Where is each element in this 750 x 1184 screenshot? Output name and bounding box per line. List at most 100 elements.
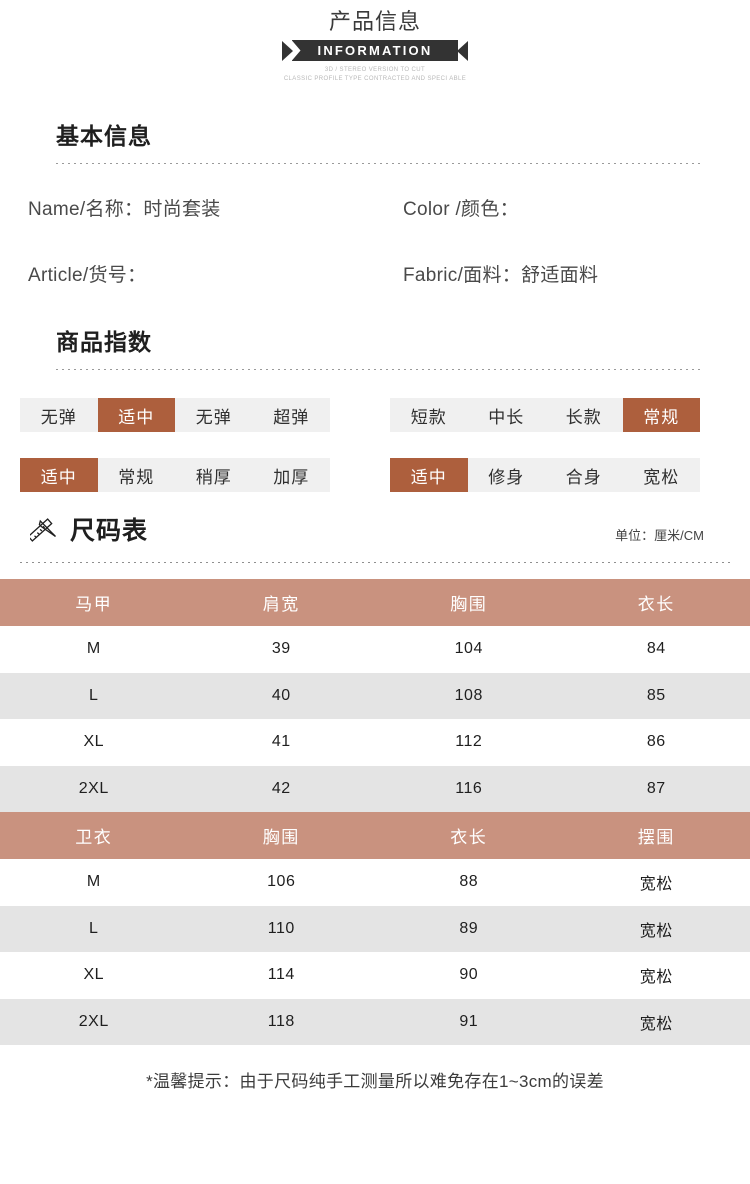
table-row: XL 41 112 86: [0, 719, 750, 766]
size-chart-footnote: *温馨提示：由于尺码纯手工测量所以难免存在1~3cm的误差: [146, 1072, 604, 1091]
table-header-row: 卫衣 胸围 衣长 摆围: [0, 812, 750, 859]
product-index-rows: 无弹 适中 无弹 超弹 短款 中长 长款 常规 适中 常规 稍厚 加厚 适中 修…: [0, 398, 750, 492]
basic-info-divider: [56, 163, 704, 164]
index-tag-fit-1[interactable]: 修身: [488, 467, 525, 487]
cell-hoodie-xl-bust: 114: [187, 952, 375, 999]
product-index-heading: 商品指数: [56, 329, 152, 355]
table-row: M 39 104 84: [0, 626, 750, 673]
cell-hoodie-l-size: L: [0, 905, 188, 952]
index-bar-fit: 适中 修身 合身 宽松: [390, 458, 700, 492]
table-row: L 110 89 宽松: [0, 905, 750, 952]
table-header-row: 马甲 肩宽 胸围 衣长: [0, 579, 750, 626]
cell-vest-m-shoulder: 39: [187, 626, 375, 673]
ribbon-body: INFORMATION: [291, 40, 459, 61]
basic-info-heading: 基本信息: [56, 123, 152, 149]
index-tag-length-3[interactable]: 常规: [622, 398, 700, 432]
basic-info-grid: Name/名称：时尚套装 Color /颜色： Article/货号： Fabr…: [0, 194, 750, 287]
index-tag-thickness-1[interactable]: 常规: [118, 467, 155, 487]
size-chart-section: 尺码表 单位：厘米/CM 马甲 肩宽 胸围 衣长 M 39 104 84: [0, 516, 750, 1092]
cell-hoodie-m-bust: 106: [187, 859, 375, 906]
cell-vest-m-bust: 104: [375, 626, 563, 673]
cell-vest-l-bust: 108: [375, 672, 563, 719]
cell-hoodie-xl-length: 90: [375, 952, 563, 999]
product-index-header: 商品指数: [56, 323, 704, 370]
index-tag-elasticity-3[interactable]: 超弹: [273, 407, 310, 427]
cell-vest-m-length: 84: [562, 626, 750, 673]
index-tag-length-0[interactable]: 短款: [410, 407, 447, 427]
cell-hoodie-2xl-hem: 宽松: [562, 998, 750, 1045]
table-row: 2XL 118 91 宽松: [0, 998, 750, 1045]
index-tag-elasticity-0[interactable]: 无弹: [40, 407, 77, 427]
index-tag-elasticity-2[interactable]: 无弹: [195, 407, 232, 427]
index-tag-elasticity-1[interactable]: 适中: [97, 398, 175, 432]
product-index-divider: [56, 369, 704, 370]
cell-vest-l-size: L: [0, 672, 188, 719]
cell-hoodie-xl-hem: 宽松: [562, 952, 750, 999]
cell-hoodie-xl-size: XL: [0, 952, 188, 999]
cell-vest-2xl-shoulder: 42: [187, 765, 375, 812]
th-hoodie-3: 摆围: [562, 812, 750, 859]
th-hoodie-0: 卫衣: [0, 812, 188, 859]
page-banner: 产品信息 INFORMATION 3D / STEREO VERSION TO …: [0, 0, 750, 83]
index-tag-length-1[interactable]: 中长: [488, 407, 525, 427]
index-tag-fit-2[interactable]: 合身: [565, 467, 602, 487]
info-field-color: Color /颜色：: [403, 199, 519, 220]
cell-vest-l-shoulder: 40: [187, 672, 375, 719]
th-hoodie-2: 衣长: [375, 812, 563, 859]
cell-vest-xl-size: XL: [0, 719, 188, 766]
banner-subtitle-line-1: 3D / STEREO VERSION TO CUT: [324, 67, 426, 73]
cell-vest-xl-shoulder: 41: [187, 719, 375, 766]
cell-hoodie-2xl-bust: 118: [187, 998, 375, 1045]
table-row: L 40 108 85: [0, 672, 750, 719]
th-vest-2: 胸围: [375, 579, 563, 626]
cell-hoodie-l-hem: 宽松: [562, 905, 750, 952]
table-row: M 106 88 宽松: [0, 859, 750, 906]
th-hoodie-1: 胸围: [187, 812, 375, 859]
cell-vest-2xl-length: 87: [562, 765, 750, 812]
size-chart-header: 尺码表 单位：厘米/CM: [27, 516, 704, 546]
size-chart-unit: 单位：厘米/CM: [615, 528, 704, 543]
cell-vest-2xl-bust: 116: [375, 765, 563, 812]
size-table-vest: 马甲 肩宽 胸围 衣长 M 39 104 84 L 40 108 85: [0, 579, 750, 812]
ruler-pencil-icon: [27, 516, 60, 546]
index-bar-elasticity: 无弹 适中 无弹 超弹: [20, 398, 330, 432]
basic-info-header: 基本信息: [56, 117, 704, 164]
th-vest-0: 马甲: [0, 579, 188, 626]
page-title: 产品信息: [328, 9, 421, 34]
info-field-fabric: Fabric/面料：舒适面料: [403, 265, 599, 286]
info-field-article: Article/货号：: [28, 265, 147, 286]
size-chart-title: 尺码表: [70, 517, 149, 545]
cell-hoodie-m-size: M: [0, 859, 188, 906]
size-chart-divider: [20, 562, 730, 563]
ribbon-left-arrow-icon: [281, 40, 293, 61]
basic-info-section: 基本信息 Name/名称：时尚套装 Color /颜色： Article/货号：…: [0, 117, 750, 287]
index-tag-length-2[interactable]: 长款: [565, 407, 602, 427]
cell-hoodie-2xl-size: 2XL: [0, 998, 188, 1045]
info-field-name: Name/名称：时尚套装: [28, 199, 221, 220]
ribbon-label: INFORMATION: [317, 43, 433, 58]
index-bar-thickness: 适中 常规 稍厚 加厚: [20, 458, 330, 492]
cell-vest-l-length: 85: [562, 672, 750, 719]
cell-hoodie-m-hem: 宽松: [562, 859, 750, 906]
ribbon-right-arrow-icon: [457, 40, 469, 61]
cell-vest-xl-bust: 112: [375, 719, 563, 766]
size-table-hoodie: 卫衣 胸围 衣长 摆围 M 106 88 宽松 L 110 89 宽松: [0, 812, 750, 1045]
index-bar-length: 短款 中长 长款 常规: [390, 398, 700, 432]
th-vest-1: 肩宽: [187, 579, 375, 626]
cell-hoodie-l-length: 89: [375, 905, 563, 952]
table-row: XL 114 90 宽松: [0, 952, 750, 999]
cell-hoodie-m-length: 88: [375, 859, 563, 906]
index-tag-fit-0[interactable]: 适中: [390, 458, 468, 492]
index-tag-thickness-3[interactable]: 加厚: [273, 467, 310, 487]
size-tables: 马甲 肩宽 胸围 衣长 M 39 104 84 L 40 108 85: [0, 579, 750, 1045]
table-row: 2XL 42 116 87: [0, 765, 750, 812]
cell-vest-xl-length: 86: [562, 719, 750, 766]
cell-vest-m-size: M: [0, 626, 188, 673]
cell-hoodie-l-bust: 110: [187, 905, 375, 952]
index-tag-thickness-0[interactable]: 适中: [20, 458, 98, 492]
information-ribbon: INFORMATION: [0, 40, 750, 61]
index-tag-thickness-2[interactable]: 稍厚: [195, 467, 232, 487]
index-tag-fit-3[interactable]: 宽松: [643, 467, 680, 487]
th-vest-3: 衣长: [562, 579, 750, 626]
banner-subtitle-line-2: CLASSIC PROFILE TYPE CONTRACTED AND SPEC…: [283, 76, 467, 82]
